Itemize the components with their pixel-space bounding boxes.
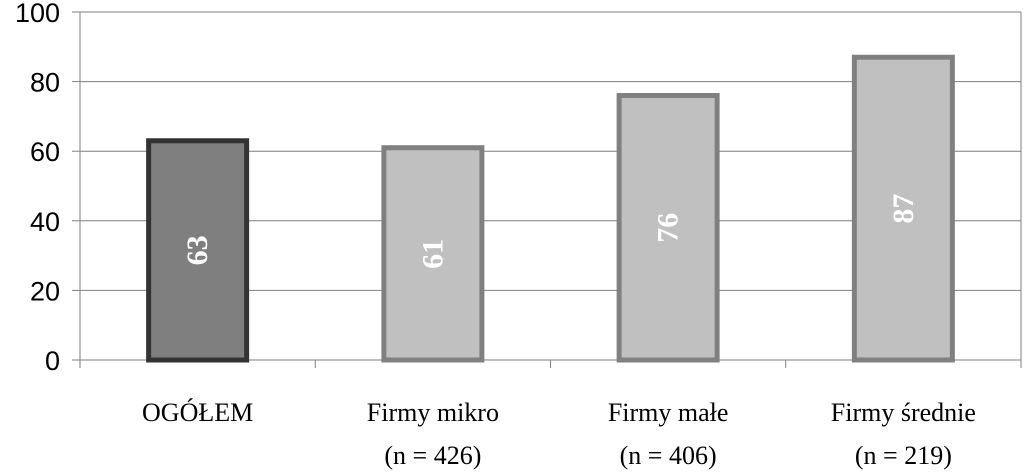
y-tick-label: 80 [30, 68, 60, 98]
y-tick-label: 0 [45, 346, 60, 376]
category-label: Firmy mikro [367, 398, 499, 427]
category-label: Firmy małe [608, 398, 729, 427]
y-tick-label: 20 [30, 276, 60, 306]
bars [146, 54, 955, 363]
bar [616, 93, 720, 363]
bar-value-label: 87 [887, 194, 920, 224]
data-labels: 63 61 76 87 [181, 194, 920, 269]
category-label: Firmy średnie [831, 398, 976, 427]
bar-value-label: 61 [416, 239, 449, 269]
bar [146, 138, 250, 363]
category-label: OGÓŁEM [142, 398, 253, 427]
bar [381, 145, 485, 363]
y-tick-label: 40 [30, 207, 60, 237]
category-sample-size: (n = 406) [620, 441, 717, 470]
bar-value-label: 63 [181, 235, 214, 265]
category-sample-size: (n = 219) [855, 441, 952, 470]
bar [851, 54, 955, 363]
y-tick-label: 100 [15, 0, 60, 28]
category-sample-size: (n = 426) [384, 441, 481, 470]
y-tick-labels: 0 20 40 60 80 100 [15, 0, 60, 376]
bar-value-label: 76 [652, 213, 685, 243]
category-labels: OGÓŁEM Firmy mikro (n = 426) Firmy małe (n =… [142, 398, 976, 470]
y-tick-label: 60 [30, 137, 60, 167]
